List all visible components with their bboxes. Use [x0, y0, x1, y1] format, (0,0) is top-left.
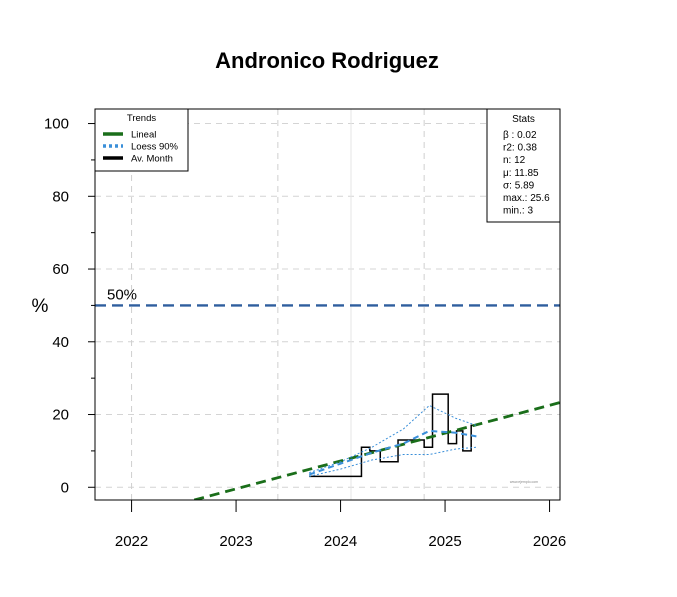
y-axis-label: %: [32, 296, 49, 317]
stats-frame: [486, 108, 561, 223]
plot-frame: [94, 108, 561, 501]
stats-line: n: 12: [503, 155, 526, 166]
data-layer: [193, 393, 560, 500]
x-tick-label: 2024: [324, 533, 357, 550]
loess-upper-band: [309, 404, 477, 474]
stats-line: β : 0.02: [503, 130, 537, 141]
stats-line: μ: 11.85: [503, 168, 539, 179]
watermark: www.ejemplo.com: [510, 480, 538, 484]
stats-line: r2: 0.38: [503, 143, 537, 154]
x-tick-label: 2025: [428, 533, 461, 550]
stats-title: Stats: [512, 114, 535, 125]
series-av-month: [309, 393, 474, 478]
legend-entry-label: Av. Month: [131, 154, 173, 165]
x-tick-label: 2022: [115, 533, 148, 550]
x-tick-label: 2023: [219, 533, 252, 550]
y-tick-label: 40: [52, 334, 69, 351]
stats-line: σ: 5.89: [503, 180, 535, 191]
y-tick-label: 100: [44, 116, 69, 133]
plot-area: 50% 0 20 40 60 80 100 2022 2023 2024 2025 2026 Trend…: [44, 108, 566, 550]
y-tick-label: 80: [52, 188, 69, 205]
legend-title: Trends: [127, 113, 156, 124]
x-tick-label: 2026: [533, 533, 566, 550]
chart-title: Andronico Rodriguez: [215, 48, 439, 73]
legend-box: [94, 108, 189, 172]
series-loess: [308, 429, 477, 476]
loess-lower-band: [309, 446, 477, 477]
y-tick-label: 20: [52, 407, 69, 424]
stats-line: min.: 3: [503, 206, 533, 217]
stats-box: Stats β : 0.02 r2: 0.38n: 12 μ: 11.85σ: 5.8…: [486, 108, 561, 223]
y-tick-label: 60: [52, 261, 69, 278]
stats-line: max.: 25.6: [503, 193, 550, 204]
legend-entry-label: Lineal: [131, 130, 156, 141]
reference-line-label: 50%: [107, 286, 137, 303]
y-tick-label: 0: [61, 479, 69, 496]
legend-entry-label: Loess 90%: [131, 142, 179, 153]
